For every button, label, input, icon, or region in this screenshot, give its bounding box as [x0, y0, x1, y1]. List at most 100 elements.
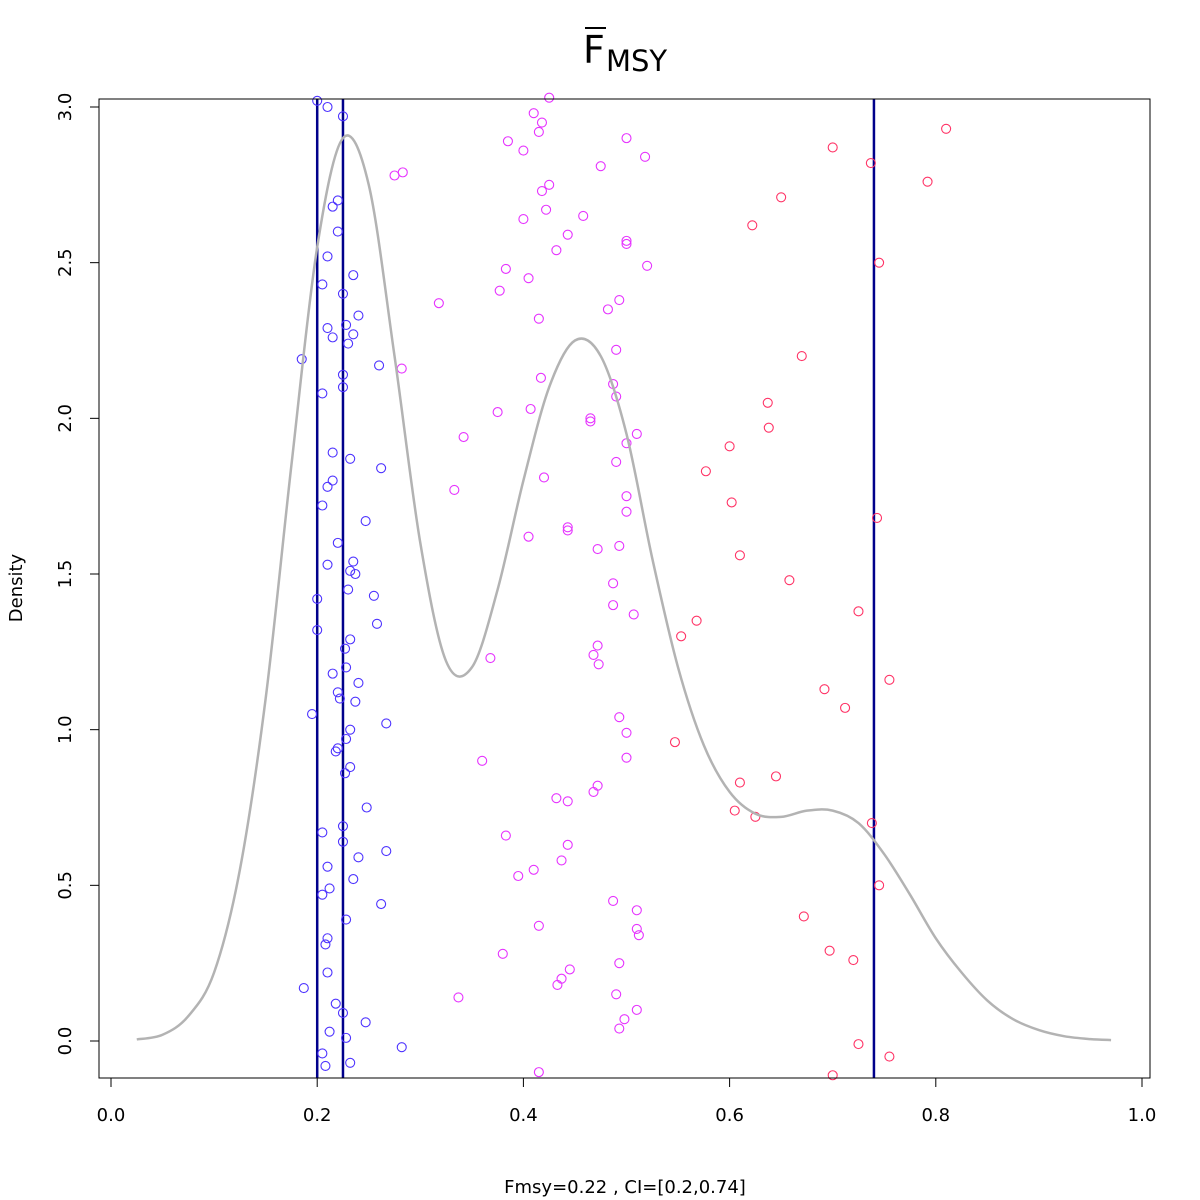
point-low-65: [341, 914, 352, 925]
point-low-11: [341, 319, 352, 330]
point-low-34: [368, 590, 379, 601]
point-mid-35: [585, 413, 596, 424]
x-axis: 0.0 0.2 0.4 0.6 0.8 1.0: [97, 1077, 1156, 1126]
point-low-2: [337, 111, 349, 122]
point-low-78: [320, 1060, 331, 1071]
point-mid-81: [453, 992, 464, 1003]
point-low-63: [317, 889, 328, 900]
x-tick-label-1: 0.2: [303, 1105, 332, 1126]
point-mid-43: [621, 491, 632, 502]
point-low-13: [348, 329, 359, 340]
point-mid-19: [551, 245, 562, 256]
point-low-41: [327, 668, 338, 679]
y-axis-title: Density: [6, 553, 27, 622]
point-high-32: [853, 1039, 864, 1050]
point-high-13: [871, 512, 883, 524]
point-mid-83: [619, 1014, 630, 1025]
point-high-2: [865, 157, 876, 169]
point-mid-29: [396, 363, 407, 374]
point-mid-47: [523, 531, 534, 542]
point-mid-27: [533, 313, 544, 324]
point-mid-50: [608, 578, 619, 589]
point-mid-53: [592, 640, 603, 651]
point-high-34: [827, 1070, 838, 1081]
point-low-10: [353, 310, 364, 321]
scatter-points: [296, 92, 952, 1081]
point-mid-84: [614, 1023, 625, 1034]
point-low-53: [339, 768, 351, 779]
point-mid-59: [477, 755, 488, 766]
point-high-1: [827, 142, 838, 153]
point-low-55: [337, 821, 349, 832]
point-low-77: [345, 1057, 356, 1068]
plot-frame: [98, 98, 1151, 1079]
point-low-57: [337, 836, 349, 847]
point-low-4: [327, 201, 338, 212]
point-high-0: [941, 123, 952, 134]
point-low-75: [396, 1042, 407, 1053]
chart-title: F MSY: [583, 27, 667, 78]
y-tick-label-3: 1.5: [55, 560, 76, 589]
point-low-1: [322, 101, 333, 113]
point-mid-65: [500, 830, 511, 841]
point-low-49: [341, 733, 352, 745]
point-high-24: [734, 777, 745, 788]
point-high-6: [874, 257, 885, 268]
point-low-56: [317, 827, 328, 838]
point-mid-0: [544, 92, 555, 103]
point-mid-67: [556, 855, 567, 866]
point-low-70: [330, 998, 341, 1009]
point-mid-3: [533, 126, 544, 137]
point-low-5: [332, 226, 343, 237]
point-low-64: [376, 898, 387, 910]
point-mid-77: [564, 964, 575, 975]
point-high-16: [853, 606, 864, 617]
point-low-76: [317, 1048, 328, 1059]
point-mid-4: [621, 133, 632, 144]
point-high-8: [762, 397, 773, 408]
point-high-4: [776, 192, 787, 203]
point-low-47: [381, 718, 392, 729]
point-mid-14: [578, 210, 589, 222]
x-axis-title: Fmsy=0.22 , CI=[0.2,0.74]: [504, 1177, 746, 1198]
point-low-52: [345, 761, 356, 773]
point-low-22: [345, 453, 356, 464]
point-mid-38: [458, 431, 469, 443]
point-high-33: [884, 1051, 895, 1062]
point-mid-71: [631, 905, 642, 916]
point-mid-60: [621, 752, 632, 763]
point-high-15: [784, 575, 795, 586]
point-high-21: [840, 702, 851, 713]
point-mid-30: [535, 372, 546, 383]
point-low-8: [317, 279, 328, 290]
point-mid-37: [631, 428, 642, 439]
y-tick-label-2: 1.0: [55, 715, 76, 744]
point-mid-22: [523, 273, 534, 284]
point-low-36: [371, 618, 383, 629]
point-low-28: [332, 537, 343, 548]
point-mid-54: [485, 653, 496, 664]
x-tick-label-4: 0.8: [921, 1105, 950, 1126]
point-mid-57: [614, 712, 625, 723]
point-low-60: [322, 861, 333, 872]
point-mid-72: [533, 920, 544, 931]
point-mid-76: [614, 958, 625, 969]
point-mid-28: [611, 344, 622, 355]
point-low-54: [361, 802, 372, 813]
point-low-74: [341, 1032, 352, 1043]
point-low-68: [322, 967, 333, 978]
point-high-17: [691, 615, 702, 626]
point-low-59: [353, 852, 364, 863]
point-mid-64: [562, 796, 573, 807]
point-low-33: [343, 584, 354, 595]
point-mid-26: [602, 304, 613, 315]
point-high-14: [734, 550, 745, 561]
point-mid-17: [621, 235, 632, 246]
point-low-67: [320, 939, 331, 950]
point-high-12: [726, 497, 737, 508]
y-tick-label-5: 2.5: [55, 248, 76, 277]
x-tick-label-0: 0.0: [97, 1105, 126, 1126]
point-low-23: [376, 463, 387, 474]
point-mid-62: [588, 786, 599, 797]
point-mid-79: [552, 979, 563, 991]
